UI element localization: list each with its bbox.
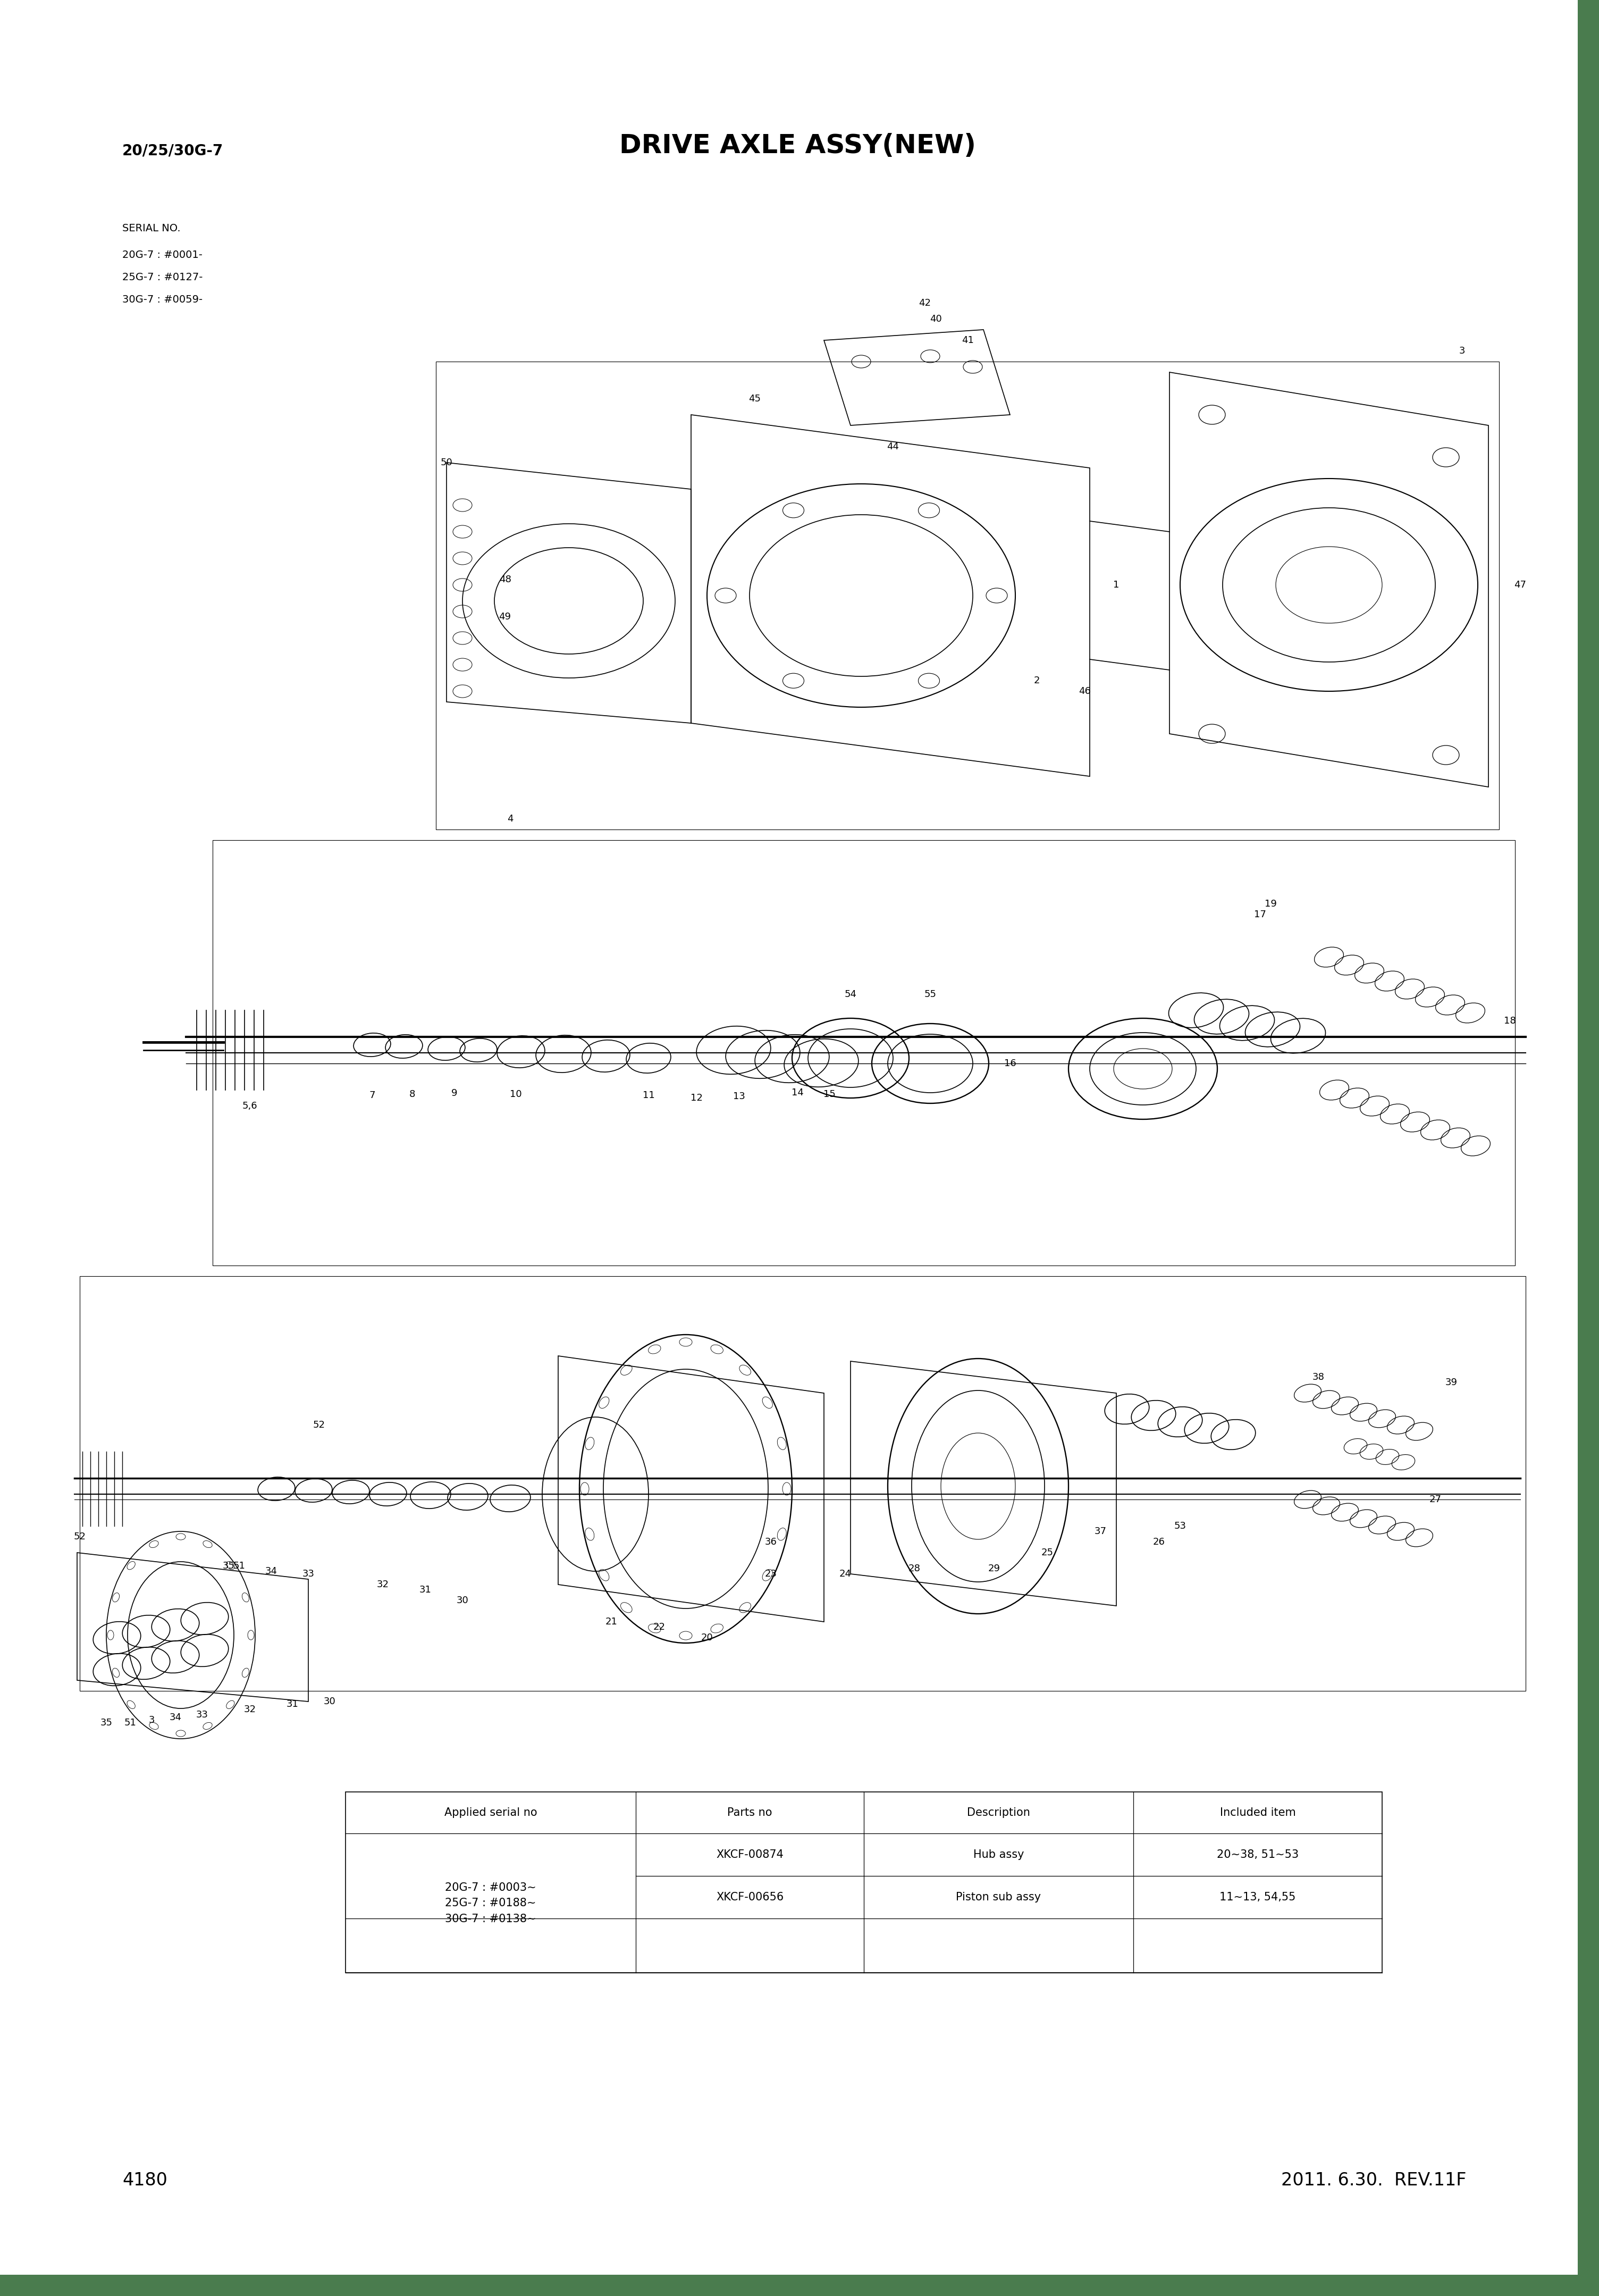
- Text: 29: 29: [988, 1564, 999, 1573]
- Text: 41: 41: [961, 335, 974, 344]
- Text: 39: 39: [1445, 1378, 1457, 1387]
- Text: Parts no: Parts no: [728, 1807, 772, 1818]
- Text: 5,6: 5,6: [241, 1102, 257, 1111]
- Text: 31: 31: [286, 1699, 299, 1708]
- Text: 25: 25: [1041, 1548, 1054, 1557]
- Text: 3: 3: [1458, 347, 1465, 356]
- Text: 27: 27: [1430, 1495, 1441, 1504]
- Text: Applied serial no: Applied serial no: [445, 1807, 537, 1818]
- Text: 46: 46: [1078, 687, 1091, 696]
- Text: 17: 17: [1254, 909, 1266, 918]
- Text: 11: 11: [643, 1091, 654, 1100]
- Text: 52: 52: [74, 1531, 86, 1541]
- Text: SERIAL NO.: SERIAL NO.: [122, 223, 181, 234]
- Text: 31: 31: [419, 1584, 432, 1596]
- Text: 42: 42: [919, 298, 931, 308]
- Text: 12: 12: [691, 1093, 702, 1102]
- Text: 32: 32: [377, 1580, 389, 1589]
- Text: 21: 21: [606, 1616, 617, 1626]
- Text: 3: 3: [149, 1715, 155, 1724]
- Text: 30: 30: [323, 1697, 336, 1706]
- Text: 20: 20: [700, 1632, 713, 1642]
- Text: 1: 1: [1113, 581, 1119, 590]
- Text: 23: 23: [764, 1568, 777, 1580]
- Text: 32: 32: [243, 1704, 256, 1715]
- Text: 33: 33: [302, 1568, 315, 1580]
- Text: 15: 15: [823, 1091, 835, 1100]
- Text: DRIVE AXLE ASSY(NEW): DRIVE AXLE ASSY(NEW): [619, 133, 975, 158]
- Text: 14: 14: [792, 1088, 803, 1097]
- Text: 35: 35: [101, 1717, 112, 1727]
- Text: 44: 44: [887, 441, 899, 452]
- Text: 50: 50: [440, 457, 453, 468]
- Text: 19: 19: [1265, 900, 1276, 909]
- Text: 37: 37: [1094, 1527, 1107, 1536]
- Text: 4: 4: [507, 815, 513, 824]
- Text: 51: 51: [233, 1561, 245, 1570]
- Text: Included item: Included item: [1220, 1807, 1295, 1818]
- Text: 48: 48: [499, 574, 512, 585]
- Text: 34: 34: [169, 1713, 182, 1722]
- Text: 11~13, 54,55: 11~13, 54,55: [1220, 1892, 1295, 1903]
- Text: XKCF-00874: XKCF-00874: [716, 1851, 784, 1860]
- Text: 16: 16: [1004, 1058, 1015, 1068]
- Text: 2011. 6.30.  REV.11F: 2011. 6.30. REV.11F: [1281, 2172, 1466, 2188]
- Text: 38: 38: [1313, 1373, 1324, 1382]
- Text: 30G-7 : #0059-: 30G-7 : #0059-: [122, 294, 203, 305]
- Text: 54: 54: [844, 990, 857, 999]
- Text: 25G-7 : #0127-: 25G-7 : #0127-: [122, 273, 203, 282]
- Text: 33: 33: [197, 1711, 208, 1720]
- Text: 2: 2: [1033, 675, 1039, 687]
- Text: 30: 30: [456, 1596, 469, 1605]
- Text: XKCF-00656: XKCF-00656: [716, 1892, 784, 1903]
- Text: 20/25/30G-7: 20/25/30G-7: [122, 145, 224, 158]
- Text: 20~38, 51~53: 20~38, 51~53: [1217, 1851, 1298, 1860]
- Text: 45: 45: [748, 395, 761, 404]
- Text: 35: 35: [222, 1561, 235, 1570]
- Text: Piston sub assy: Piston sub assy: [956, 1892, 1041, 1903]
- Text: 24: 24: [839, 1568, 851, 1580]
- Text: 34: 34: [265, 1566, 277, 1575]
- Text: 13: 13: [732, 1091, 745, 1102]
- Text: 47: 47: [1514, 581, 1527, 590]
- Text: Description: Description: [967, 1807, 1030, 1818]
- Text: 51: 51: [125, 1717, 136, 1727]
- Text: 7: 7: [369, 1091, 376, 1100]
- Text: Hub assy: Hub assy: [974, 1851, 1023, 1860]
- Bar: [1578, 0, 1599, 2296]
- Text: 4180: 4180: [122, 2172, 168, 2188]
- Text: 10: 10: [510, 1091, 521, 1100]
- Text: 20G-7 : #0003~
25G-7 : #0188~
30G-7 : #0138~: 20G-7 : #0003~ 25G-7 : #0188~ 30G-7 : #0…: [445, 1883, 536, 1924]
- Text: 28: 28: [908, 1564, 921, 1573]
- Text: 9: 9: [451, 1088, 457, 1097]
- Text: 8: 8: [409, 1091, 416, 1100]
- Text: 26: 26: [1153, 1538, 1166, 1548]
- Text: 49: 49: [499, 613, 512, 622]
- Text: 53: 53: [1174, 1522, 1186, 1531]
- Text: 22: 22: [652, 1623, 665, 1632]
- Text: 40: 40: [929, 315, 942, 324]
- Bar: [0, 2275, 1578, 2296]
- Text: 36: 36: [764, 1538, 777, 1548]
- Text: 18: 18: [1503, 1017, 1516, 1026]
- Text: 20G-7 : #0001-: 20G-7 : #0001-: [122, 250, 203, 259]
- Text: 55: 55: [924, 990, 937, 999]
- Text: 52: 52: [313, 1421, 325, 1430]
